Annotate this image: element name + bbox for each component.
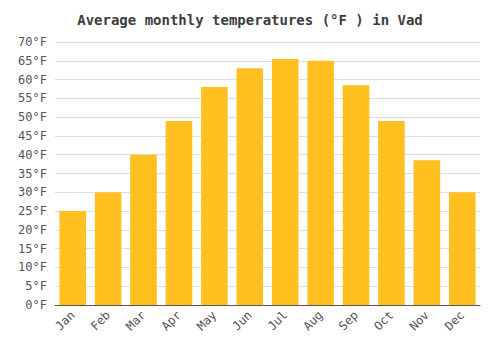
svg-text:Oct: Oct [371,308,396,333]
svg-text:Feb: Feb [88,308,113,333]
svg-text:Aug: Aug [300,308,325,333]
svg-text:Mar: Mar [123,308,148,333]
svg-text:60°F: 60°F [18,73,47,87]
svg-text:40°F: 40°F [18,148,47,162]
svg-text:55°F: 55°F [18,91,47,105]
svg-text:25°F: 25°F [18,204,47,218]
svg-text:35°F: 35°F [18,167,47,181]
svg-text:5°F: 5°F [25,279,47,293]
svg-text:15°F: 15°F [18,242,47,256]
svg-text:45°F: 45°F [18,129,47,143]
svg-text:May: May [194,308,219,333]
svg-text:Sep: Sep [336,308,361,333]
svg-text:65°F: 65°F [18,54,47,68]
svg-text:70°F: 70°F [18,35,47,49]
svg-text:Jun: Jun [230,308,255,333]
svg-text:Dec: Dec [442,308,467,333]
svg-text:Nov: Nov [407,308,432,333]
svg-text:Apr: Apr [159,308,184,333]
svg-text:Jan: Jan [52,308,77,333]
svg-text:20°F: 20°F [18,223,47,237]
svg-text:50°F: 50°F [18,110,47,124]
svg-text:10°F: 10°F [18,260,47,274]
svg-text:Average monthly temperatures (: Average monthly temperatures (°F ) in Va… [77,12,423,28]
svg-text:30°F: 30°F [18,185,47,199]
svg-text:Jul: Jul [265,308,290,333]
svg-text:0°F: 0°F [25,298,47,312]
